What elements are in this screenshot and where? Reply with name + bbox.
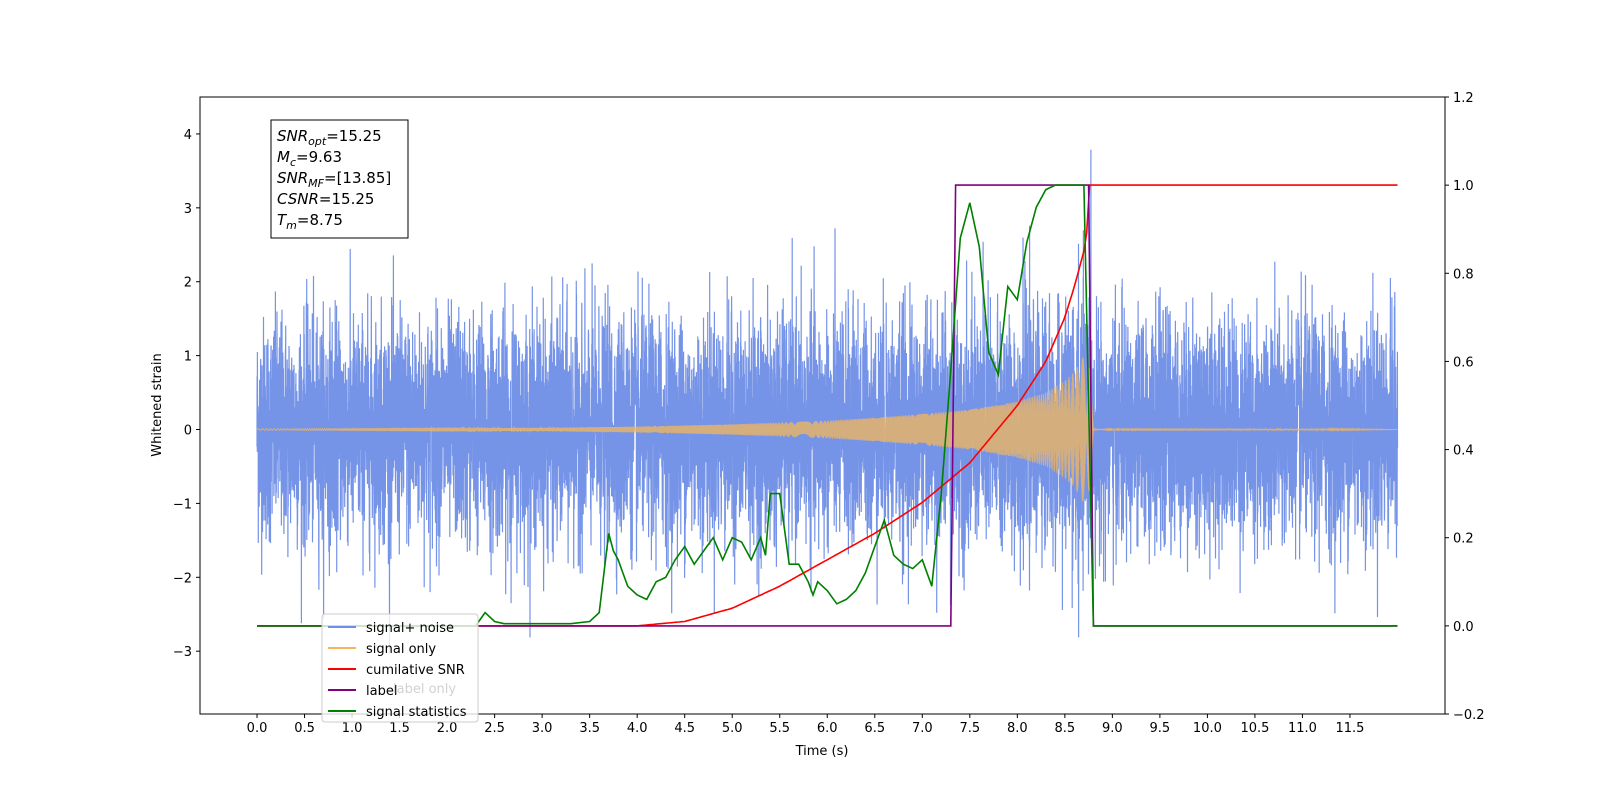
series-signal-only xyxy=(256,357,1398,502)
y-left-tick-label: 3 xyxy=(184,202,192,217)
annotation-line: Mc=9.63 xyxy=(277,148,342,169)
y-right-tick-label: 1.2 xyxy=(1453,91,1474,106)
y-right-tick-label: 1.0 xyxy=(1453,179,1474,194)
y-right-tick-label: 0.0 xyxy=(1453,620,1474,635)
x-axis-label: Time (s) xyxy=(795,744,849,759)
x-tick-label: 2.5 xyxy=(484,721,505,736)
series-signal-statistics xyxy=(257,184,1398,627)
x-tick-label: 0.5 xyxy=(294,721,315,736)
signal-plus-noise-line xyxy=(256,149,1399,654)
legend-entry: cumilative SNR xyxy=(366,663,465,678)
x-tick-label: 10.0 xyxy=(1193,721,1222,736)
y-right-tick-label: 0.2 xyxy=(1453,532,1474,547)
y-left-tick-label: −3 xyxy=(173,645,192,660)
y-left-tick-label: −1 xyxy=(173,497,192,512)
x-tick-label: 4.0 xyxy=(627,721,648,736)
x-tick-label: 11.5 xyxy=(1335,721,1364,736)
y-left-tick-label: 1 xyxy=(184,350,192,365)
x-tick-label: 2.0 xyxy=(437,721,458,736)
annotation-frame xyxy=(270,119,409,239)
y-right-tick-label: −0.2 xyxy=(1453,708,1485,723)
y-left-tick-label: −2 xyxy=(173,571,192,586)
legend-frame xyxy=(321,613,479,723)
x-tick-label: 5.5 xyxy=(769,721,790,736)
y-axis-right: 1.2 1.0 0.8 0.6 0.4 0.2 0.0 −0.2 xyxy=(1445,91,1485,723)
x-tick-label: 9.5 xyxy=(1150,721,1171,736)
legend-entry: signal statistics xyxy=(366,705,467,720)
x-tick-label: 8.5 xyxy=(1055,721,1076,736)
annotation-box: SNRopt=15.25Mc=9.63SNRMF=[13.85]CSNR=15.… xyxy=(270,119,409,239)
y-left-tick-label: 4 xyxy=(184,128,192,143)
plot-frame xyxy=(199,96,1446,715)
legend: signal+ noise signal only cumilative SNR la… xyxy=(321,613,479,723)
x-tick-label: 6.0 xyxy=(817,721,838,736)
x-tick-label: 8.0 xyxy=(1007,721,1028,736)
y-left-tick-label: 0 xyxy=(184,424,192,439)
legend-ghost-entry: label only xyxy=(393,682,456,697)
x-tick-label: 9.0 xyxy=(1102,721,1123,736)
y-right-tick-label: 0.4 xyxy=(1453,444,1474,459)
x-axis: 0.0 0.5 1.0 1.5 2.0 2.5 3.0 3.5 4.0 4.5 5.0 5.5 6.0 6… xyxy=(247,714,1364,736)
series-signal-plus-noise xyxy=(256,149,1399,654)
x-tick-label: 0.0 xyxy=(247,721,268,736)
y-axis-label-left: Whitened strain xyxy=(150,353,165,456)
x-tick-label: 7.5 xyxy=(959,721,980,736)
x-tick-label: 10.5 xyxy=(1240,721,1269,736)
x-tick-label: 3.5 xyxy=(579,721,600,736)
legend-entry: label xyxy=(366,684,397,699)
x-tick-label: 7.0 xyxy=(912,721,933,736)
x-tick-label: 6.5 xyxy=(864,721,885,736)
legend-entry: signal+ noise xyxy=(366,621,454,636)
y-axis-left: 4 3 2 1 0 −1 −2 −3 xyxy=(173,128,200,660)
annotation-line: Tm=8.75 xyxy=(277,211,343,232)
annotation-line: CSNR=15.25 xyxy=(277,190,374,208)
legend-entry: signal only xyxy=(366,642,436,657)
x-tick-label: 11.0 xyxy=(1288,721,1317,736)
signal-only-line xyxy=(256,357,1398,502)
annotation-line: SNRMF=[13.85] xyxy=(277,169,391,190)
x-tick-label: 1.5 xyxy=(389,721,410,736)
signal-statistics-line xyxy=(257,184,1398,627)
x-tick-label: 5.0 xyxy=(722,721,743,736)
y-right-tick-label: 0.8 xyxy=(1453,267,1474,282)
x-tick-label: 3.0 xyxy=(532,721,553,736)
y-right-tick-label: 0.6 xyxy=(1453,355,1474,370)
x-tick-label: 1.0 xyxy=(342,721,363,736)
x-tick-label: 4.5 xyxy=(674,721,695,736)
annotation-line: SNRopt=15.25 xyxy=(277,127,382,148)
y-left-tick-label: 2 xyxy=(184,276,192,291)
